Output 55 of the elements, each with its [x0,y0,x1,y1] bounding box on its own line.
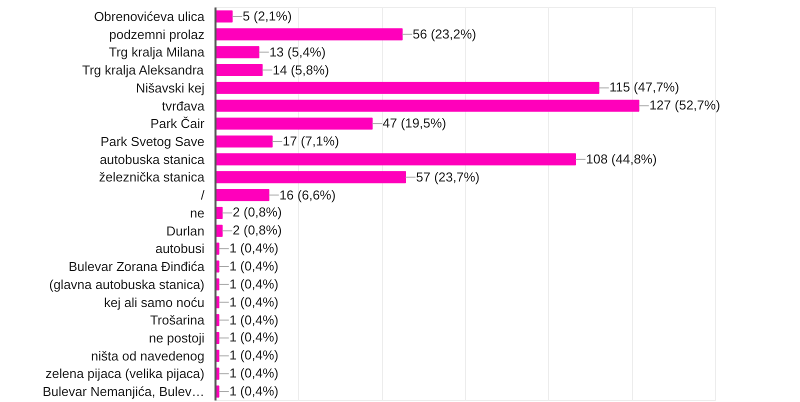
y-tick-label: zelena pijaca (velika pijaca) [46,366,205,382]
y-tick-label: tvrđava [162,98,206,114]
y-tick-label: železnička stanica [99,170,206,185]
data-label: 14 (5,8%) [272,62,330,78]
y-tick-label: Park Svetog Save [100,134,205,149]
y-tick-label: Trošarina [150,312,206,328]
y-tick-label: ništa od navedenog [91,348,204,364]
y-tick-label: Trg kralja Milana [108,44,206,60]
y-tick-label: Bulevar Zorana Đinđića [68,259,206,274]
data-label: 1 (0,4%) [229,384,278,399]
data-label: 1 (0,4%) [229,258,278,274]
data-label: 17 (7,1%) [282,133,340,148]
y-tick-label: autobusi [155,241,205,256]
y-tick-label: (glavna autobuska stanica) [49,276,205,292]
bar [216,100,640,112]
bar [216,10,233,22]
y-tick-label: Trg kralja Aleksandra [82,62,205,78]
bar [216,171,406,184]
data-label: 57 (23,7%) [416,169,480,184]
data-label: 1 (0,4%) [229,240,278,256]
data-label: 56 (23,2%) [412,26,476,42]
data-label: 1 (0,4%) [229,294,278,310]
data-label: 1 (0,4%) [229,348,278,363]
data-label: 13 (5,4%) [269,44,326,60]
bar [216,135,273,148]
bar [216,82,600,94]
data-label: 16 (6,6%) [279,187,336,202]
data-label: 115 (47,7%) [609,80,680,95]
y-tick-label: autobuska stanica [100,152,206,167]
bar [216,189,270,202]
bar [216,46,260,58]
data-label: 108 (44,8%) [586,151,657,166]
y-tick-label: kej ali samo noću [104,294,205,310]
data-label: 5 (2,1%) [242,8,292,24]
data-label: 127 (52,7%) [649,98,720,113]
y-tick-label: / [200,188,205,203]
y-tick-label: ne postoji [148,330,205,346]
data-label: 1 (0,4%) [229,276,278,292]
data-label: 2 (0,8%) [232,204,282,220]
y-tick-label: Durlan [166,223,204,238]
data-label: 2 (0,8%) [232,222,282,238]
data-label: 1 (0,4%) [229,366,278,381]
y-tick-label: podzemni prolaz [109,26,205,42]
y-tick-label: Park Čair [150,116,206,132]
y-tick-label: Nišavski kej [136,80,205,96]
data-label: 47 (19,5%) [382,116,446,131]
y-tick-label: Obrenovićeva ulica [94,8,206,24]
bar [216,153,576,166]
data-label: 1 (0,4%) [229,330,278,345]
y-tick-label: ne [190,205,205,220]
bar [216,28,403,40]
bar [216,118,373,130]
data-label: 1 (0,4%) [229,312,278,328]
bar [216,64,263,76]
y-tick-label: Bulevar Nemanjića, Bulev… [42,384,205,400]
